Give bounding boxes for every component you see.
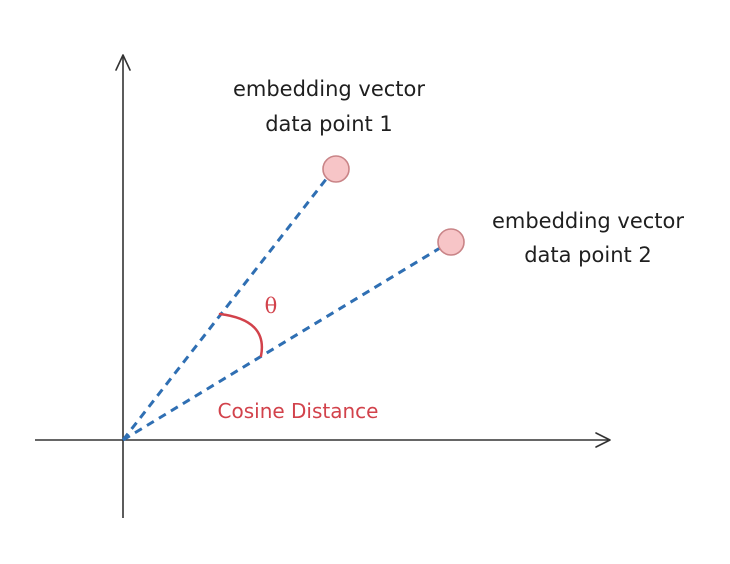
data-point-2-label-line2: data point 2 — [524, 243, 652, 267]
angle-arc — [218, 312, 264, 358]
cosine-distance-label: Cosine Distance — [218, 399, 379, 423]
data-point-2 — [437, 228, 465, 256]
angle-theta-label: θ — [265, 294, 278, 318]
data-point-1-label-line1: embedding vector — [233, 77, 425, 101]
x-axis-arrowhead — [595, 432, 611, 448]
data-point-2-label-line1: embedding vector — [492, 209, 684, 233]
vector-data-point-2 — [122, 246, 441, 442]
y-axis-arrowhead — [115, 54, 131, 71]
data-point-1 — [322, 155, 350, 183]
data-point-1-label-line2: data point 1 — [265, 112, 393, 136]
